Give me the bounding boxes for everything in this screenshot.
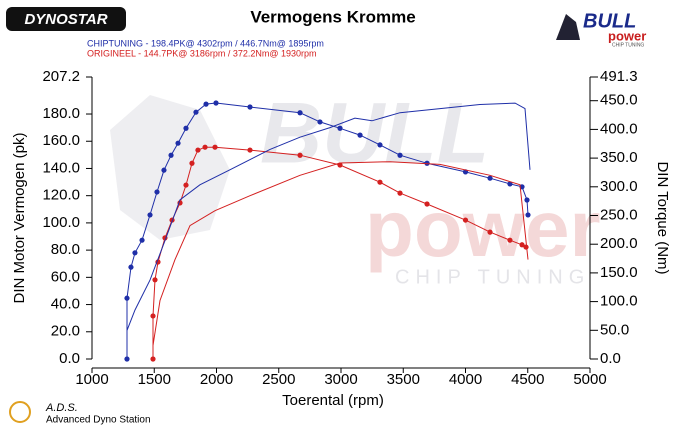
y2-tick-label: 300.0 bbox=[600, 178, 638, 195]
x-tick-label: 2500 bbox=[262, 371, 295, 388]
x-tick-label: 4000 bbox=[449, 371, 482, 388]
series-point bbox=[213, 100, 219, 106]
series-point bbox=[147, 212, 153, 218]
legend-entry: CHIPTUNING - 198.4PK@ 4302rpm / 446.7Nm@… bbox=[87, 38, 324, 48]
y2-tick-label: 200.0 bbox=[600, 235, 638, 252]
series-point bbox=[195, 147, 201, 153]
y-tick-label: 160.0 bbox=[42, 132, 80, 149]
y-tick-label: 180.0 bbox=[42, 105, 80, 122]
x-tick-label: 1000 bbox=[75, 371, 108, 388]
x-axis-label: Toerental (rpm) bbox=[282, 392, 384, 409]
series-line bbox=[126, 102, 529, 359]
series-point bbox=[297, 110, 303, 116]
bull-logo-icon bbox=[556, 14, 580, 40]
series-point bbox=[150, 313, 156, 319]
y-tick-label: 100.0 bbox=[42, 214, 80, 231]
y2-tick-label: 0.0 bbox=[600, 350, 621, 367]
logo-tagline: CHIP TUNING bbox=[612, 42, 644, 48]
series-point bbox=[203, 101, 209, 107]
series-point bbox=[128, 264, 134, 270]
y-tick-label: 40.0 bbox=[51, 296, 80, 313]
series-point bbox=[202, 144, 208, 150]
series-point bbox=[397, 190, 403, 196]
series-point bbox=[247, 147, 253, 153]
watermark-tagline: CHIP TUNING bbox=[395, 266, 590, 288]
series-point bbox=[124, 356, 130, 362]
series-point bbox=[397, 152, 403, 158]
y-tick-label: 207.2 bbox=[42, 68, 80, 85]
series-point bbox=[337, 125, 343, 131]
series-point bbox=[524, 197, 530, 203]
y2-tick-label: 100.0 bbox=[600, 293, 638, 310]
series-point bbox=[175, 140, 181, 146]
y2-tick-label: 250.0 bbox=[600, 206, 638, 223]
watermark-bull bbox=[110, 95, 230, 240]
series-point bbox=[507, 181, 513, 187]
series-point bbox=[193, 109, 199, 115]
series-point bbox=[462, 217, 469, 223]
y-tick-label: 120.0 bbox=[42, 187, 80, 204]
series-point bbox=[377, 179, 383, 185]
y-tick-label: 80.0 bbox=[51, 241, 80, 258]
series-point bbox=[168, 152, 174, 158]
x-tick-label: 5000 bbox=[573, 371, 606, 388]
series-point bbox=[212, 144, 218, 150]
logo-product: power bbox=[608, 28, 646, 43]
watermark: BULL power CHIP TUNING bbox=[110, 86, 601, 288]
series-point bbox=[139, 237, 145, 243]
series-point bbox=[183, 125, 189, 131]
series-point bbox=[317, 119, 323, 125]
y2-tick-label: 400.0 bbox=[600, 120, 638, 137]
series-line bbox=[152, 161, 529, 346]
chart-title: Vermogens Kromme bbox=[250, 7, 415, 26]
x-tick-label: 4500 bbox=[511, 371, 544, 388]
x-tick-label: 3000 bbox=[324, 371, 357, 388]
x-tick-label: 1500 bbox=[138, 371, 171, 388]
series-point bbox=[124, 295, 130, 301]
series-point bbox=[519, 242, 525, 248]
ads-subtitle: Advanced Dyno Station bbox=[46, 415, 151, 426]
series-point bbox=[189, 160, 195, 166]
y-tick-label: 0.0 bbox=[59, 350, 80, 367]
y-tick-label: 20.0 bbox=[51, 323, 80, 340]
series-line bbox=[126, 102, 531, 331]
legend-entry: ORIGINEEL - 144.7PK@ 3186rpm / 372.2Nm@ … bbox=[87, 48, 317, 58]
series-point bbox=[183, 182, 189, 188]
x-tick-label: 3500 bbox=[387, 371, 420, 388]
y-tick-label: 60.0 bbox=[51, 268, 80, 285]
series-point bbox=[152, 277, 158, 283]
series-point bbox=[377, 142, 383, 148]
series-point bbox=[525, 212, 531, 218]
series-point bbox=[297, 152, 303, 158]
series-point bbox=[150, 356, 156, 362]
y2-tick-label: 491.3 bbox=[600, 68, 638, 85]
series-point bbox=[487, 175, 493, 181]
dynostar-text: DYNOSTAR bbox=[24, 11, 107, 28]
y2-tick-label: 350.0 bbox=[600, 149, 638, 166]
series-point bbox=[154, 189, 160, 195]
y2-tick-label: 150.0 bbox=[600, 264, 638, 281]
series-point bbox=[487, 229, 493, 235]
series-point bbox=[357, 132, 363, 138]
series-point bbox=[132, 250, 138, 256]
x-tick-label: 2000 bbox=[200, 371, 233, 388]
watermark-brand: BULL bbox=[260, 86, 489, 182]
series-point bbox=[507, 237, 513, 243]
y-tick-label: 140.0 bbox=[42, 159, 80, 176]
logo-brand: BULL bbox=[583, 10, 636, 32]
series-point bbox=[523, 244, 529, 250]
ads-title: A.D.S. bbox=[45, 402, 78, 414]
series-point bbox=[424, 201, 430, 207]
bull-logo: BULL power CHIP TUNING bbox=[556, 10, 646, 48]
dynostar-logo bbox=[6, 7, 126, 31]
series-point bbox=[247, 104, 253, 110]
y2-tick-label: 50.0 bbox=[600, 321, 629, 338]
y-axis-label: DIN Motor Vermogen (pk) bbox=[11, 133, 28, 304]
y2-tick-label: 450.0 bbox=[600, 92, 638, 109]
ads-logo bbox=[9, 401, 31, 423]
series-point bbox=[161, 167, 167, 173]
y2-axis-label: DIN Torque (Nm) bbox=[654, 161, 671, 274]
